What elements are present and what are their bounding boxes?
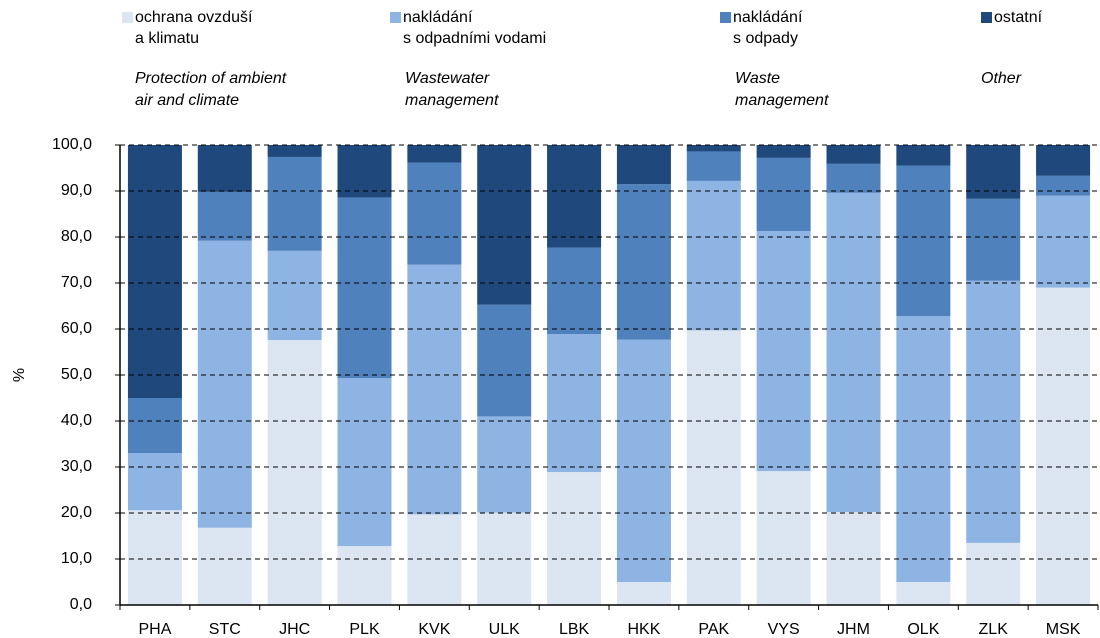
bar-segment <box>1036 287 1091 605</box>
bar-segment <box>756 157 811 232</box>
bar-segment <box>267 156 322 251</box>
bar-segment <box>477 416 532 513</box>
y-tick-label: 70,0 <box>61 274 92 291</box>
bar-segment <box>547 145 602 248</box>
bar-segment <box>966 542 1021 605</box>
bar-segment <box>686 180 741 331</box>
legend-label: ostatní <box>994 9 1043 26</box>
x-tick-label: LBK <box>559 621 590 638</box>
bar-segment <box>127 453 182 511</box>
x-tick-label: ULK <box>489 621 520 638</box>
bar-segment <box>407 514 462 605</box>
x-tick-label: PLK <box>349 621 380 638</box>
bar-segment <box>756 231 811 472</box>
x-tick-label: OLK <box>907 621 939 638</box>
bar-segment <box>686 330 741 605</box>
legend-label: ochrana ovzduší a klimatu <box>135 9 253 47</box>
bar-segment <box>616 145 671 185</box>
bar-segment <box>547 472 602 605</box>
x-tick-label: KVK <box>418 621 450 638</box>
bar-segment <box>1036 145 1091 176</box>
y-tick-label: 10,0 <box>61 550 92 567</box>
bar-segment <box>1036 195 1091 288</box>
bar-segment <box>616 339 671 582</box>
y-tick-label: 50,0 <box>61 366 92 383</box>
y-axis-label: % <box>11 368 28 382</box>
bar-segment <box>616 582 671 605</box>
bar-segment <box>337 145 392 198</box>
legend-label: nakládání s odpady <box>733 9 803 47</box>
bar-segment <box>267 145 322 157</box>
x-tick-label: STC <box>209 621 241 638</box>
y-tick-label: 20,0 <box>61 504 92 521</box>
bar-segment <box>407 162 462 265</box>
bar-segment <box>966 198 1021 281</box>
bar-segment <box>337 546 392 605</box>
legend-label-en: Waste management <box>735 70 829 109</box>
bar-segment <box>896 582 951 605</box>
bar-segment <box>966 280 1021 543</box>
bar-segment <box>477 145 532 305</box>
x-tick-label: MSK <box>1046 621 1081 638</box>
legend-label-en: Other <box>981 70 1022 87</box>
bar-segment <box>127 398 182 454</box>
x-tick-label: PAK <box>698 621 729 638</box>
bar-segment <box>686 151 741 181</box>
bar-segment <box>966 145 1021 199</box>
bar-segment <box>407 145 462 163</box>
bar-segment <box>826 163 881 193</box>
bar-segment <box>477 512 532 605</box>
bar-segment <box>826 145 881 164</box>
y-tick-label: 30,0 <box>61 458 92 475</box>
y-tick-label: 100,0 <box>52 136 92 153</box>
bar-segment <box>337 378 392 547</box>
x-tick-label: ZLK <box>979 621 1009 638</box>
bar-segment <box>756 471 811 605</box>
bar-segment <box>547 334 602 473</box>
bar-segment <box>197 191 252 241</box>
legend-swatch <box>122 12 133 23</box>
bar-segment <box>197 527 252 605</box>
x-tick-label: JHC <box>279 621 310 638</box>
bar-segment <box>337 197 392 379</box>
legend-label: nakládání s odpadními vodami <box>403 9 547 47</box>
legend-label-en: Protection of ambient air and climate <box>135 70 287 109</box>
legend-swatch <box>720 12 731 23</box>
bar-segment <box>756 145 811 158</box>
bar-segment <box>267 250 322 341</box>
bar-segment <box>616 184 671 340</box>
bar-segment <box>477 304 532 417</box>
y-tick-label: 40,0 <box>61 412 92 429</box>
bar-segment <box>896 145 951 166</box>
x-tick-label: VYS <box>768 621 800 638</box>
bar-segment <box>407 264 462 515</box>
legend-swatch <box>981 12 992 23</box>
y-tick-label: 80,0 <box>61 228 92 245</box>
y-tick-label: 90,0 <box>61 182 92 199</box>
bar-segment <box>127 510 182 605</box>
bar-segment <box>197 145 252 192</box>
bar-segment <box>1036 175 1091 196</box>
bar-segment <box>267 340 322 605</box>
legend-label-en: Wastewater management <box>405 70 499 109</box>
bar-segment <box>896 316 951 582</box>
bar-segment <box>197 240 252 528</box>
bar-segment <box>686 145 741 152</box>
bar-segment <box>547 247 602 335</box>
bar-segment <box>826 192 881 513</box>
y-tick-label: 0,0 <box>70 596 92 613</box>
x-tick-label: PHA <box>138 621 171 638</box>
bar-segment <box>896 165 951 317</box>
x-tick-label: HKK <box>627 621 660 638</box>
bar-segment <box>127 145 182 398</box>
legend-swatch <box>390 12 401 23</box>
y-tick-label: 60,0 <box>61 320 92 337</box>
x-tick-label: JHM <box>837 621 870 638</box>
